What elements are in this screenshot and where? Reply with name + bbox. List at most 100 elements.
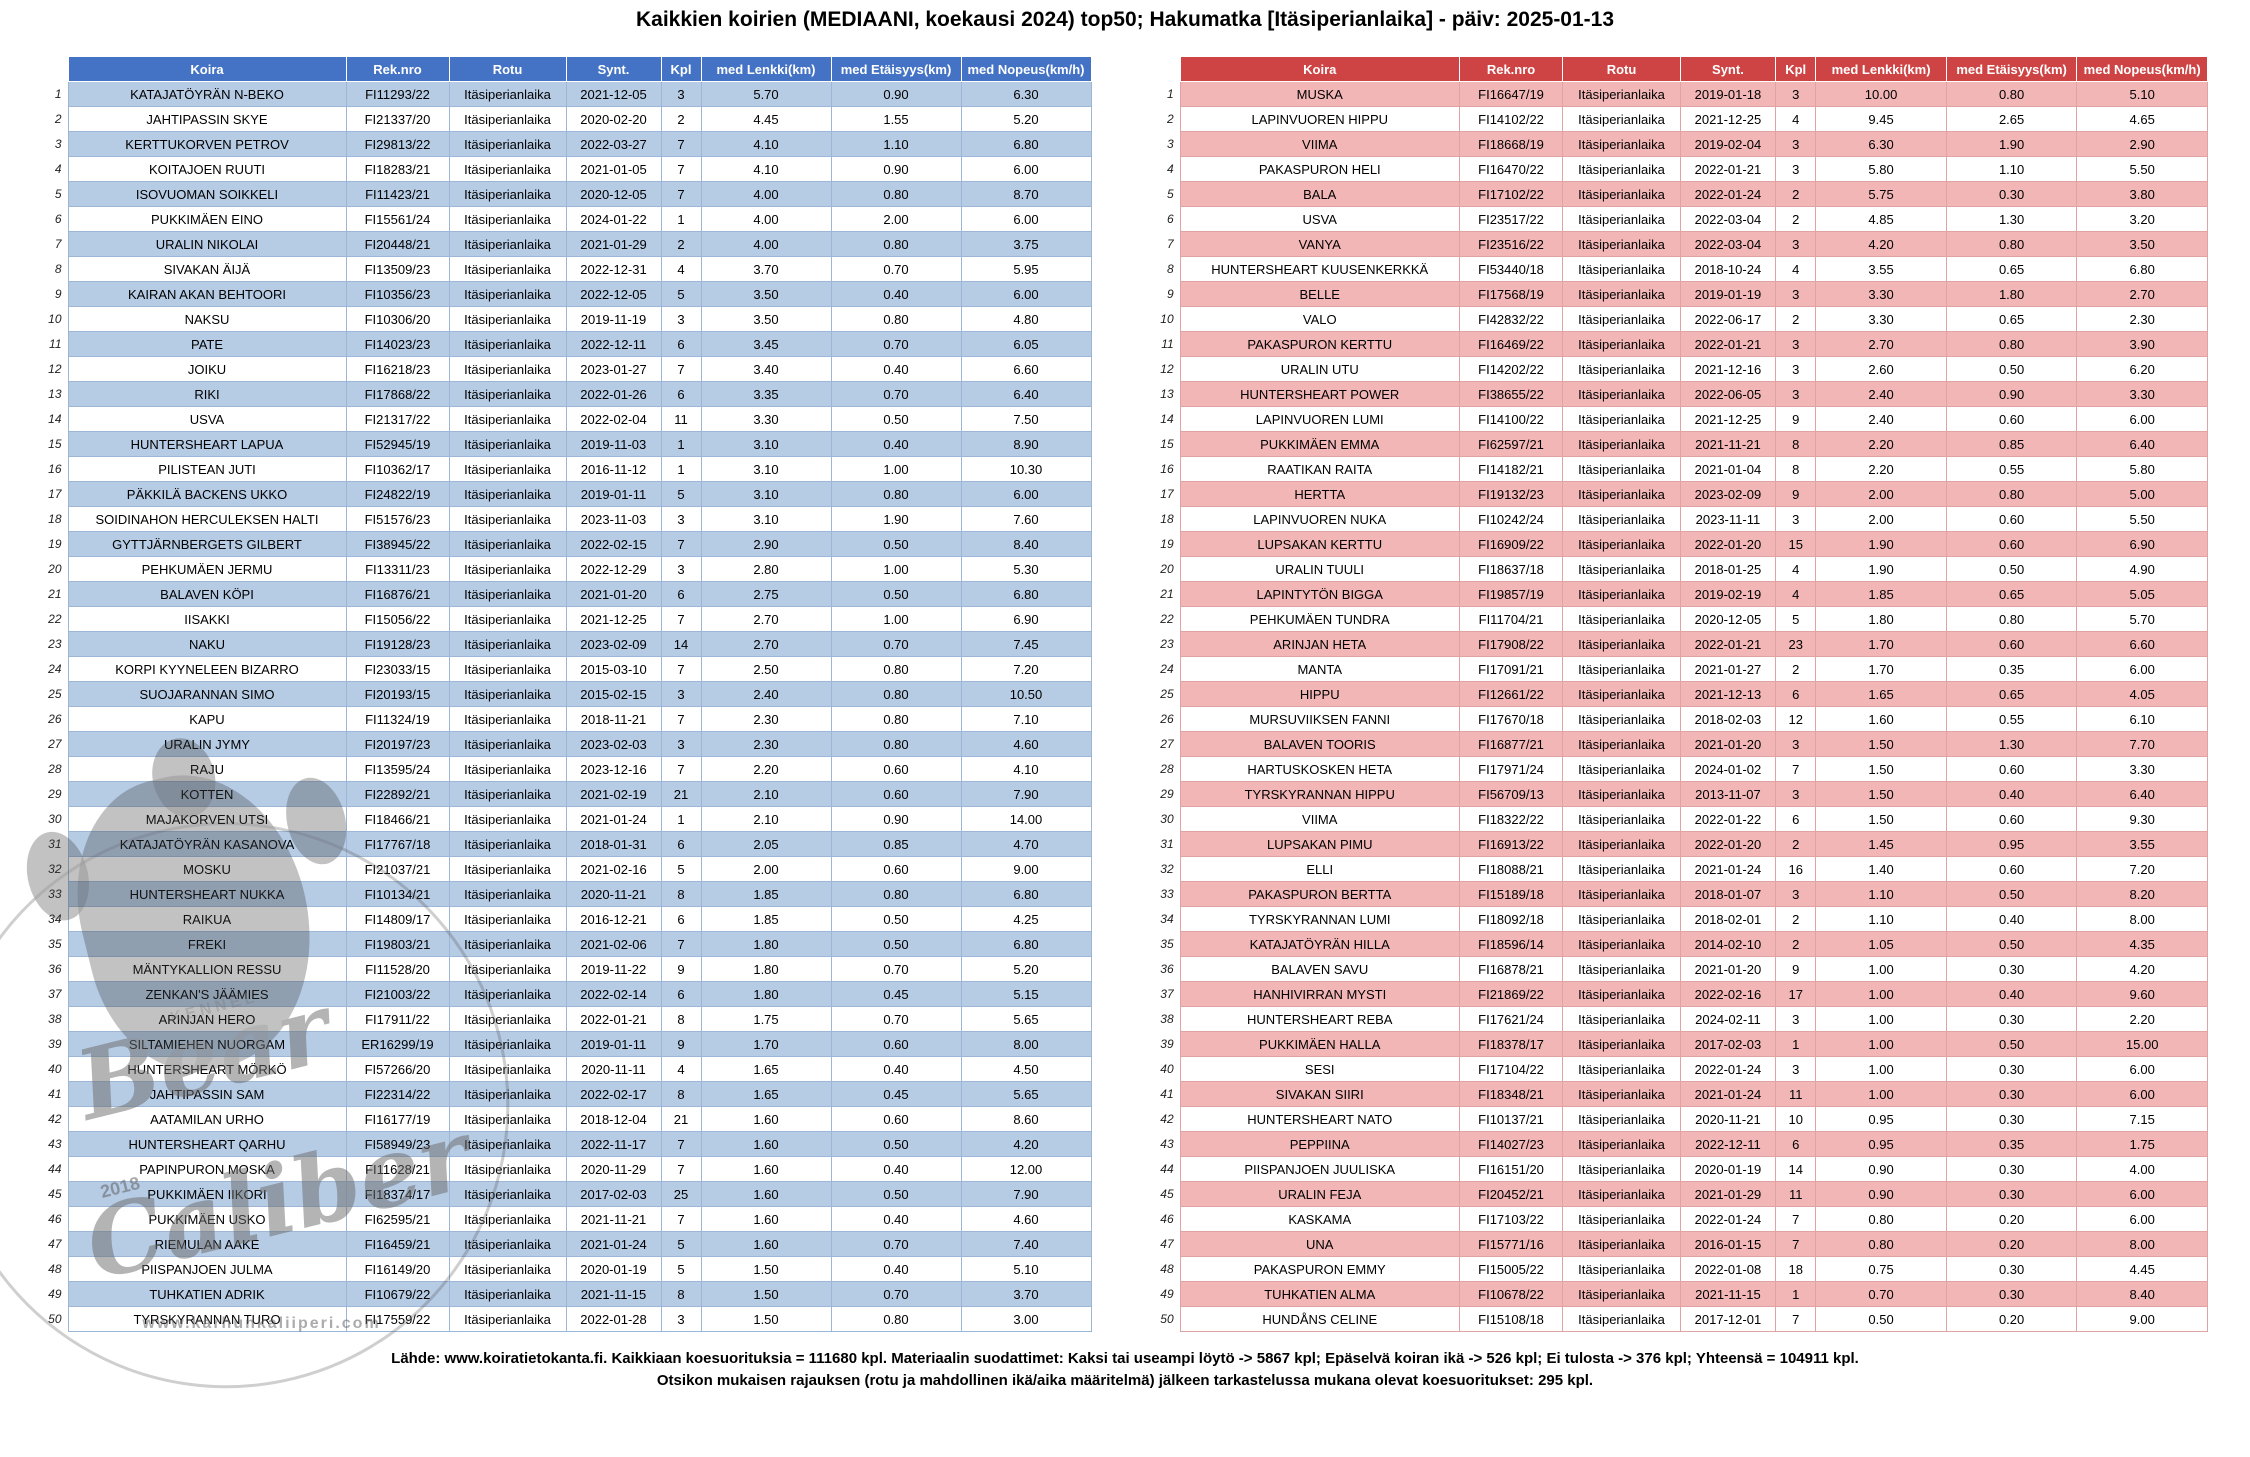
cell-med-nopeus: 4.10: [960, 756, 1092, 782]
cell-rek-nro: FI18348/21: [1458, 1081, 1564, 1107]
cell-rek-nro: FI17091/21: [1458, 656, 1564, 682]
cell-med-nopeus: 8.00: [960, 1031, 1092, 1057]
cell-rotu: Itäsiperianlaika: [448, 781, 567, 807]
cell-koira: PEHKUMÄEN JERMU: [67, 556, 347, 582]
cell-koira: BALAVEN TOORIS: [1179, 731, 1460, 757]
cell-med-nopeus: 6.00: [2076, 1181, 2208, 1207]
table-row: 11 PATE FI14023/23 Itäsiperianlaika 2022-12-…: [30, 331, 1092, 357]
cell-synt: 2021-11-15: [1679, 1281, 1777, 1307]
cell-rek-nro: FI21337/20: [345, 106, 450, 132]
cell-med-etaisyys: 0.20: [1945, 1231, 2078, 1257]
cell-rotu: Itäsiperianlaika: [1562, 381, 1681, 407]
row-number: 38: [30, 1006, 68, 1032]
cell-koira: MOSKU: [67, 856, 347, 882]
cell-med-lenkki: 1.65: [1815, 681, 1947, 707]
column-header-med-nopeus: med Nopeus(km/h): [2076, 56, 2208, 82]
table-row: 35 KATAJATÖYRÄN HILLA FI18596/14 Itäsiperia…: [1142, 931, 2208, 957]
cell-rotu: Itäsiperianlaika: [448, 1006, 567, 1032]
table-row: 19 LUPSAKAN KERTTU FI16909/22 Itäsiperianla…: [1142, 531, 2208, 557]
row-number: 11: [1142, 331, 1181, 357]
cell-rotu: Itäsiperianlaika: [1562, 806, 1681, 832]
cell-med-lenkki: 3.40: [700, 356, 832, 382]
cell-med-nopeus: 14.00: [960, 806, 1092, 832]
cell-med-etaisyys: 0.40: [830, 281, 962, 307]
cell-koira: LAPINVUOREN HIPPU: [1179, 106, 1460, 132]
cell-synt: 2023-11-03: [565, 506, 662, 532]
cell-rotu: Itäsiperianlaika: [1562, 1106, 1681, 1132]
row-number: 39: [1142, 1031, 1181, 1057]
cell-med-lenkki: 2.70: [700, 606, 832, 632]
cell-med-nopeus: 7.15: [2076, 1106, 2208, 1132]
row-number: 33: [30, 881, 68, 907]
cell-synt: 2022-02-04: [565, 406, 662, 432]
cell-med-lenkki: 1.50: [1815, 806, 1947, 832]
cell-rek-nro: FI24822/19: [345, 481, 450, 507]
cell-rotu: Itäsiperianlaika: [1562, 1006, 1681, 1032]
cell-rotu: Itäsiperianlaika: [1562, 456, 1681, 482]
table-row: 39 SILTAMIEHEN NUORGAM ER16299/19 Itäsiperi…: [30, 1031, 1092, 1057]
table-row: 48 PIISPANJOEN JULMA FI16149/20 Itäsiperian…: [30, 1256, 1092, 1282]
left-results-table: Koira Rek.nro Rotu Synt. Kpl med Lenkki(km) me…: [30, 56, 1092, 1332]
table-row: 42 AATAMILAN URHO FI16177/19 Itäsiperianlai…: [30, 1106, 1092, 1132]
cell-rek-nro: FI18378/17: [1458, 1031, 1564, 1057]
cell-synt: 2018-10-24: [1679, 256, 1777, 282]
cell-med-lenkki: 2.60: [1815, 356, 1947, 382]
column-header-synt: Synt.: [565, 56, 662, 82]
cell-synt: 2017-02-03: [1679, 1031, 1777, 1057]
table-row: 32 ELLI FI18088/21 Itäsiperianlaika 2021-01-…: [1142, 856, 2208, 882]
cell-rotu: Itäsiperianlaika: [448, 81, 567, 107]
cell-med-lenkki: 4.20: [1815, 231, 1947, 257]
cell-med-nopeus: 9.30: [2076, 806, 2208, 832]
row-number: 32: [30, 856, 68, 882]
cell-med-lenkki: 4.10: [700, 156, 832, 182]
cell-rek-nro: FI58949/23: [345, 1131, 450, 1157]
cell-rek-nro: FI13595/24: [345, 756, 450, 782]
table-row: 49 TUHKATIEN ALMA FI10678/22 Itäsiperianlai…: [1142, 1281, 2208, 1307]
row-number: 34: [30, 906, 68, 932]
table-row: 5 ISOVUOMAN SOIKKELI FI11423/21 Itäsiperian…: [30, 181, 1092, 207]
cell-koira: PUKKIMÄEN USKO: [67, 1206, 347, 1232]
cell-kpl: 6: [660, 381, 702, 407]
cell-med-etaisyys: 0.90: [830, 806, 962, 832]
row-number: 3: [1142, 131, 1181, 157]
cell-rotu: Itäsiperianlaika: [1562, 956, 1681, 982]
header-row: Koira Rek.nro Rotu Synt. Kpl med Lenkki(km) me…: [30, 56, 1092, 82]
cell-med-etaisyys: 0.80: [830, 881, 962, 907]
table-row: 42 HUNTERSHEART NATO FI10137/21 Itäsiperian…: [1142, 1106, 2208, 1132]
row-number: 19: [1142, 531, 1181, 557]
cell-med-lenkki: 1.45: [1815, 831, 1947, 857]
cell-kpl: 7: [660, 1156, 702, 1182]
cell-kpl: 3: [1775, 331, 1817, 357]
cell-med-nopeus: 4.05: [2076, 681, 2208, 707]
cell-kpl: 1: [1775, 1031, 1817, 1057]
row-number: 7: [30, 231, 68, 257]
cell-synt: 2018-01-31: [565, 831, 662, 857]
table-row: 48 PAKASPURON EMMY FI15005/22 Itäsiperianla…: [1142, 1256, 2208, 1282]
cell-med-etaisyys: 0.70: [830, 631, 962, 657]
cell-med-etaisyys: 0.85: [1945, 431, 2078, 457]
cell-koira: RIKI: [67, 381, 347, 407]
cell-rek-nro: FI19857/19: [1458, 581, 1564, 607]
cell-med-etaisyys: 0.60: [830, 781, 962, 807]
cell-rotu: Itäsiperianlaika: [1562, 206, 1681, 232]
cell-rotu: Itäsiperianlaika: [448, 331, 567, 357]
cell-med-lenkki: 3.10: [700, 431, 832, 457]
cell-med-lenkki: 1.85: [700, 906, 832, 932]
cell-rotu: Itäsiperianlaika: [448, 1106, 567, 1132]
cell-kpl: 7: [660, 131, 702, 157]
row-number: 29: [1142, 781, 1181, 807]
row-number: 48: [1142, 1256, 1181, 1282]
cell-rotu: Itäsiperianlaika: [1562, 706, 1681, 732]
cell-koira: BELLE: [1179, 281, 1460, 307]
table-row: 15 HUNTERSHEART LAPUA FI52945/19 Itäsiperia…: [30, 431, 1092, 457]
cell-koira: KOTTEN: [67, 781, 347, 807]
cell-kpl: 3: [1775, 881, 1817, 907]
table-row: 3 KERTTUKORVEN PETROV FI29813/22 Itäsiperia…: [30, 131, 1092, 157]
table-row: 45 URALIN FEJA FI20452/21 Itäsiperianlaika 2…: [1142, 1181, 2208, 1207]
cell-med-lenkki: 2.00: [700, 856, 832, 882]
table-row: 33 PAKASPURON BERTTA FI15189/18 Itäsiperian…: [1142, 881, 2208, 907]
cell-kpl: 4: [660, 1056, 702, 1082]
cell-synt: 2023-01-27: [565, 356, 662, 382]
cell-rek-nro: FI16459/21: [345, 1231, 450, 1257]
row-number: 6: [30, 206, 68, 232]
